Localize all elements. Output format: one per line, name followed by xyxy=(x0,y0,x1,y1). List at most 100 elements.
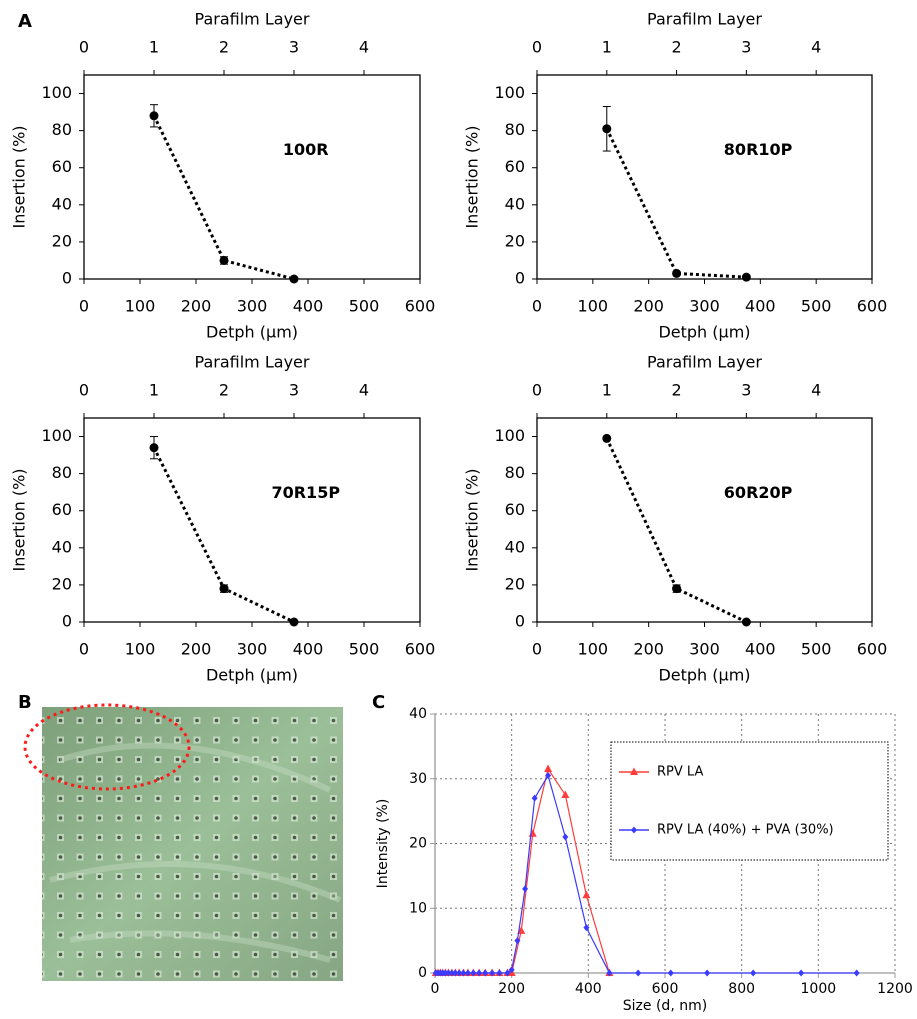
marker xyxy=(531,794,538,802)
x2-tick-label: 1 xyxy=(602,38,612,57)
x-tick-label: 400 xyxy=(745,640,776,659)
marker xyxy=(482,969,489,977)
legend-box xyxy=(610,741,889,861)
y-tick-label: 40 xyxy=(52,537,72,556)
marker xyxy=(456,969,463,977)
x2-axis-title: Parafilm Layer xyxy=(195,10,310,29)
marker xyxy=(489,969,496,977)
x2-tick-label: 0 xyxy=(532,381,542,400)
y-axis-title: Insertion (%) xyxy=(463,468,482,571)
y-tick-label: 60 xyxy=(505,157,525,176)
x2-tick-label: 1 xyxy=(149,381,159,400)
x2-axis-title: Parafilm Layer xyxy=(647,353,762,372)
marker xyxy=(470,969,477,977)
y-tick-label: 20 xyxy=(505,231,525,250)
y-tick-label: 20 xyxy=(409,836,427,852)
y-tick-label: 10 xyxy=(409,900,427,916)
series-line xyxy=(152,115,295,281)
x2-tick-label: 4 xyxy=(811,381,821,400)
panel-label: C xyxy=(372,692,385,713)
marker xyxy=(672,268,682,278)
x-tick-label: 200 xyxy=(633,297,664,316)
marker xyxy=(149,443,159,453)
series-line xyxy=(435,767,610,974)
x-tick-label: 300 xyxy=(689,297,720,316)
photo xyxy=(23,703,343,981)
chart: 0 100 200 300 400 500 600 0 20 40 60 80 100 0 1 2 3 4 Para… xyxy=(10,353,436,685)
annotation: 60R20P xyxy=(724,483,793,502)
marker xyxy=(528,829,537,837)
marker xyxy=(289,274,299,284)
marker xyxy=(149,111,159,121)
marker xyxy=(583,924,590,932)
x2-tick-label: 1 xyxy=(602,381,612,400)
x-axis-title: Detph (μm) xyxy=(206,323,298,342)
x2-tick-label: 2 xyxy=(219,381,229,400)
x-tick-label: 600 xyxy=(857,297,888,316)
marker xyxy=(545,772,552,780)
marker xyxy=(514,937,521,945)
annotation: 80R10P xyxy=(724,140,793,159)
x-tick-label: 500 xyxy=(801,640,832,659)
marker xyxy=(741,272,751,282)
x-tick-label: 0 xyxy=(532,640,542,659)
marker xyxy=(672,584,682,594)
x-tick-label: 100 xyxy=(125,297,156,316)
x-tick-label: 300 xyxy=(237,297,268,316)
y-tick-label: 0 xyxy=(418,965,427,981)
x-tick-label: 0 xyxy=(79,640,89,659)
x2-tick-label: 0 xyxy=(79,38,89,57)
y-tick-label: 40 xyxy=(52,194,72,213)
plot-frame xyxy=(536,74,873,280)
plot-frame xyxy=(83,74,421,280)
marker xyxy=(508,966,515,974)
y-tick-label: 40 xyxy=(409,706,427,722)
x-tick-label: 800 xyxy=(728,981,755,997)
marker xyxy=(289,617,299,627)
y-tick-label: 40 xyxy=(505,537,525,556)
x2-tick-label: 0 xyxy=(79,381,89,400)
x-tick-label: 600 xyxy=(857,640,888,659)
marker xyxy=(442,969,449,977)
legend-marker xyxy=(631,826,637,834)
chart: 0 100 200 300 400 500 600 0 20 40 60 80 100 0 1 2 3 4 Para… xyxy=(10,10,436,342)
y-tick-label: 20 xyxy=(52,231,72,250)
y-axis-title: Intensity (%) xyxy=(375,799,391,889)
y-axis-title: Insertion (%) xyxy=(10,468,29,571)
legend-marker xyxy=(630,767,638,775)
y-tick-label: 80 xyxy=(52,463,72,482)
y-tick-label: 0 xyxy=(515,612,525,631)
x-tick-label: 400 xyxy=(745,297,776,316)
x2-tick-label: 4 xyxy=(359,38,369,57)
marker xyxy=(544,764,553,773)
x-axis-title: Detph (μm) xyxy=(206,666,298,685)
y-tick-label: 60 xyxy=(52,157,72,176)
marker xyxy=(452,969,459,977)
plot-frame xyxy=(83,417,421,623)
marker xyxy=(741,617,751,627)
chart: 0 200 400 600 800 1000 1200 0 10 20 30 40 Size (d, n… xyxy=(375,706,913,1014)
y-axis-title: Insertion (%) xyxy=(10,125,29,228)
y-tick-label: 60 xyxy=(52,500,72,519)
y-tick-label: 20 xyxy=(52,574,72,593)
x-axis-title: Detph (μm) xyxy=(658,323,750,342)
x-tick-label: 0 xyxy=(532,297,542,316)
marker xyxy=(635,969,642,977)
x-tick-label: 200 xyxy=(181,297,212,316)
x-tick-label: 500 xyxy=(349,297,380,316)
legend-label: RPV LA xyxy=(657,765,703,780)
marker xyxy=(602,433,612,443)
marker xyxy=(561,790,570,798)
x2-tick-label: 2 xyxy=(671,38,681,57)
x2-tick-label: 3 xyxy=(741,381,751,400)
x-axis-title: Detph (μm) xyxy=(658,666,750,685)
x2-axis-title: Parafilm Layer xyxy=(647,10,762,29)
marker xyxy=(667,969,674,977)
y-tick-label: 80 xyxy=(505,463,525,482)
marker xyxy=(219,255,229,265)
y-tick-label: 0 xyxy=(515,269,525,288)
y-tick-label: 60 xyxy=(505,500,525,519)
marker xyxy=(853,969,860,977)
y-axis-title: Insertion (%) xyxy=(463,125,482,228)
